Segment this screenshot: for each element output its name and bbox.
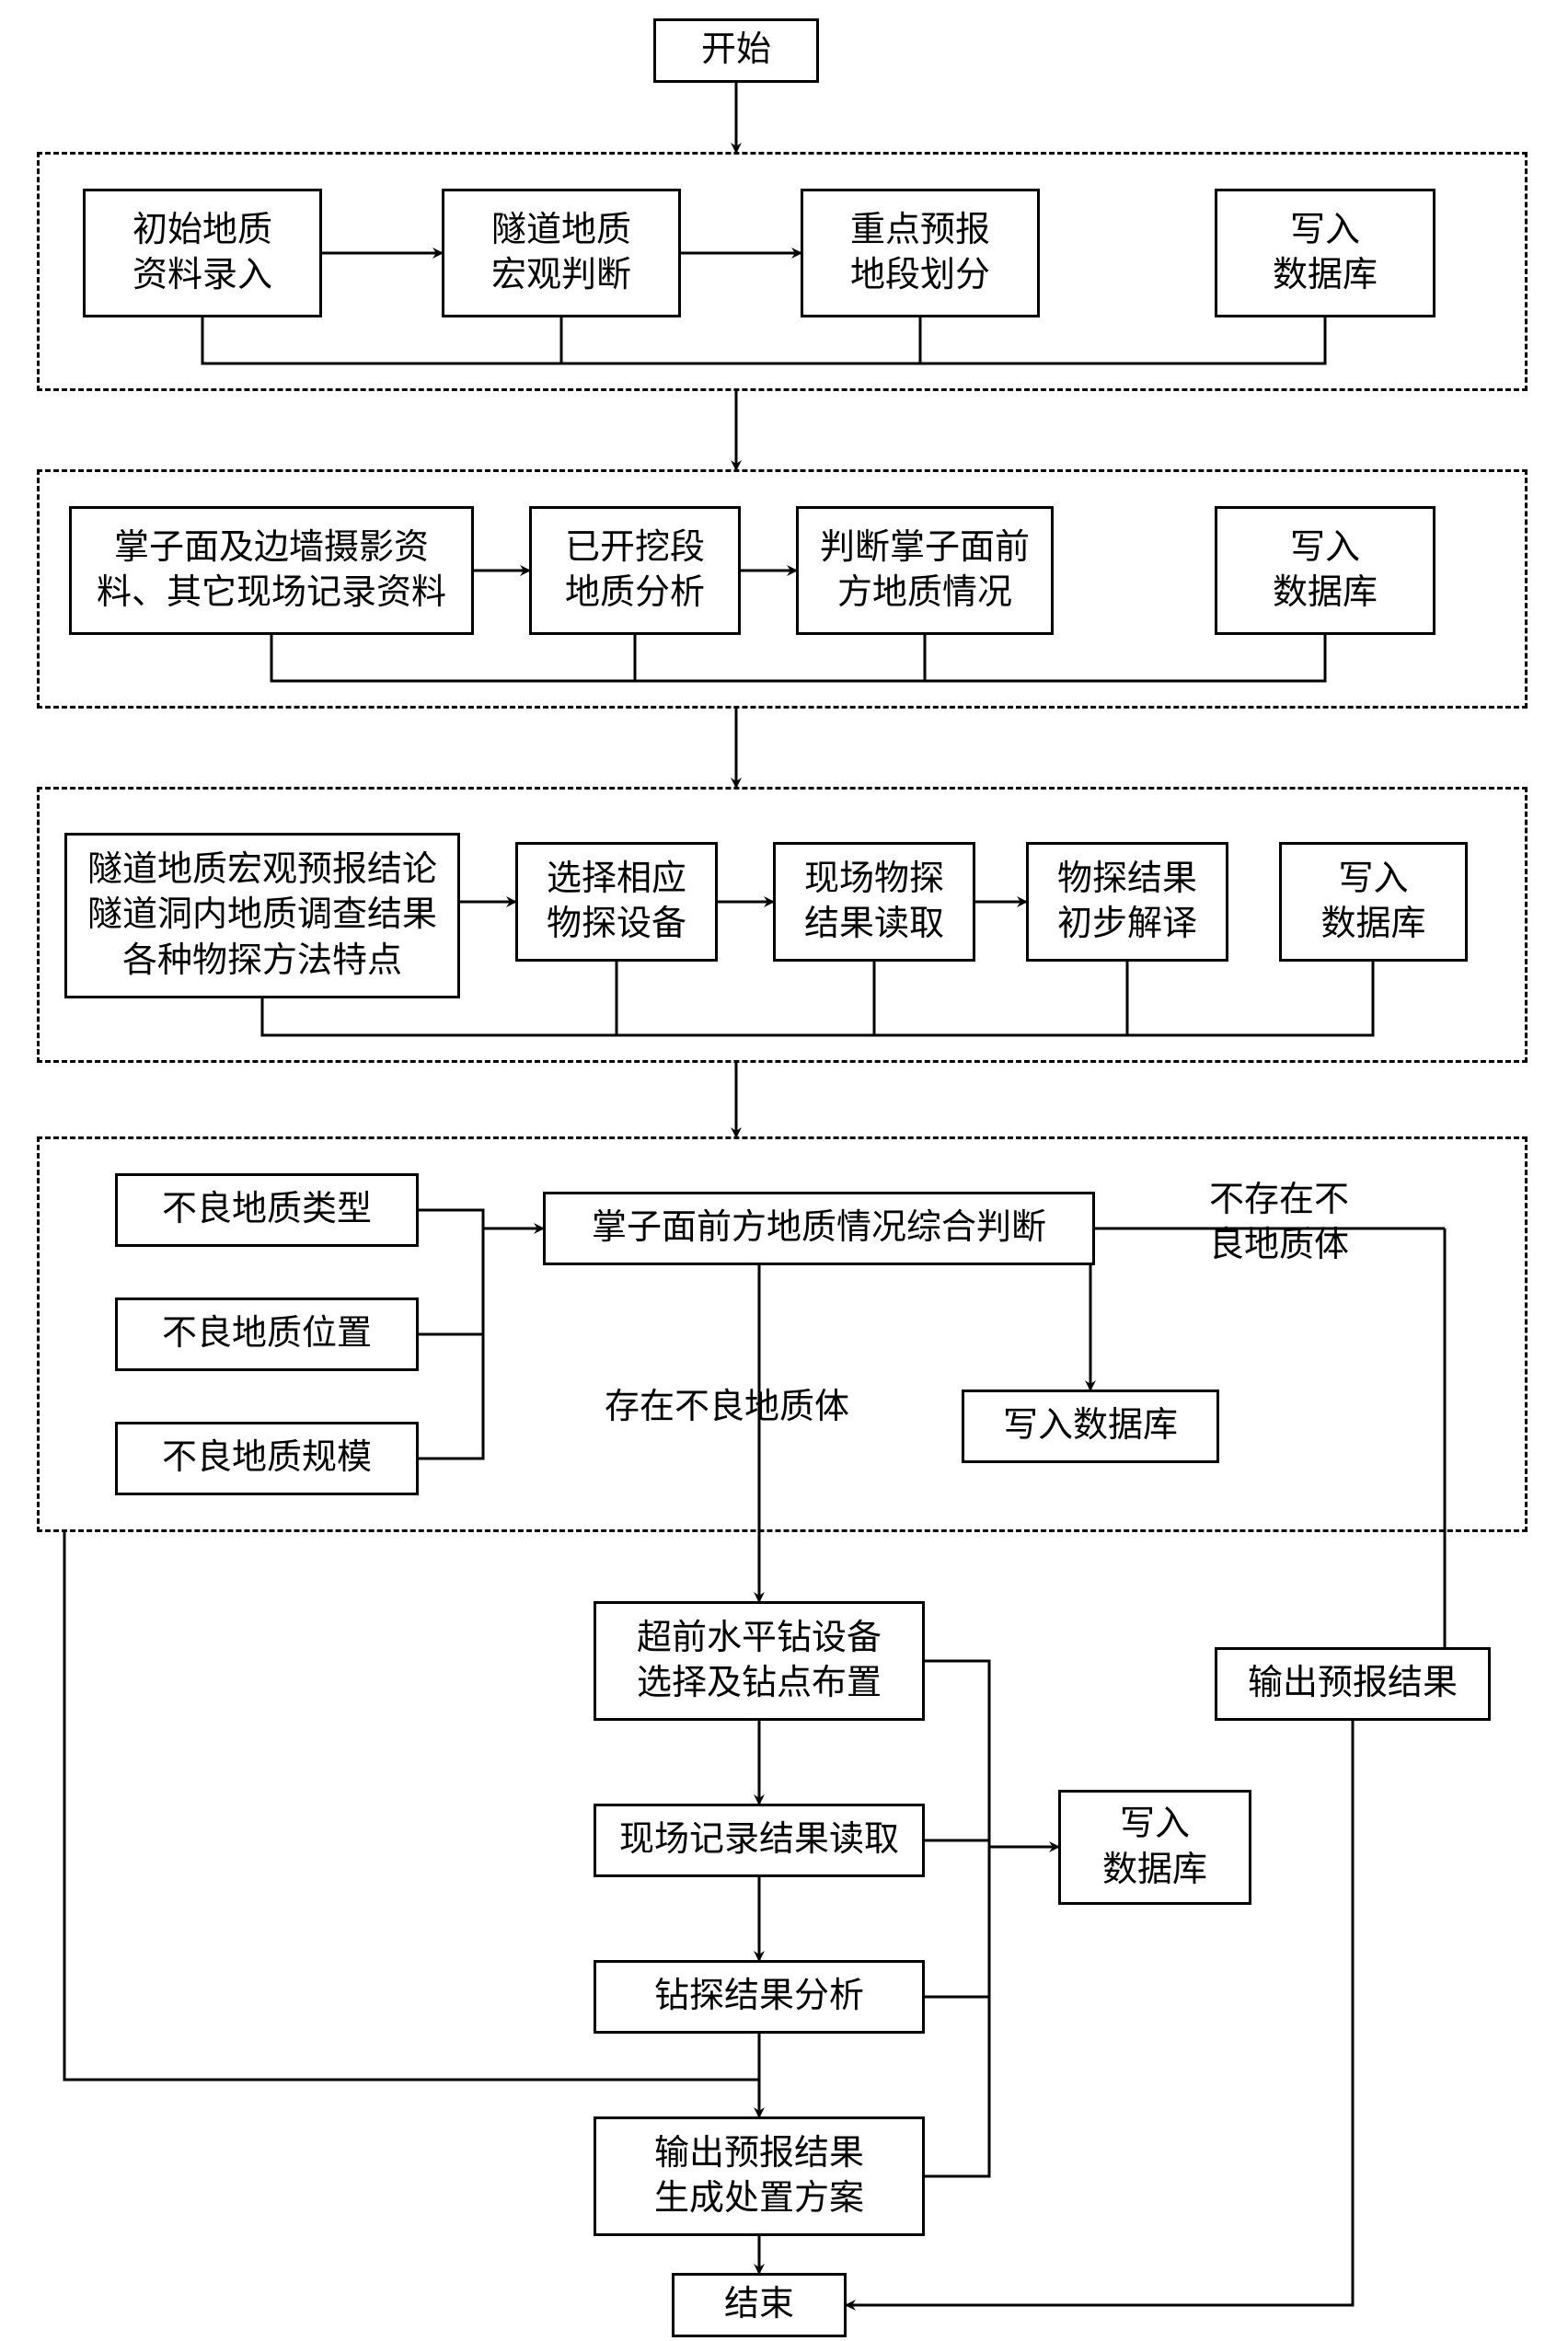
node-lbl_noexist: 不存在不 良地质体	[1169, 1178, 1389, 1270]
node-b5b: 现场记录结果读取	[594, 1804, 925, 1877]
node-g2b3: 判断掌子面前 方地质情况	[796, 506, 1054, 635]
node-b5d: 输出预报结果 生成处置方案	[594, 2116, 925, 2236]
node-g3b5: 写入 数据库	[1279, 842, 1468, 962]
node-end: 结束	[672, 2273, 847, 2337]
node-g4b1c: 不良地质规模	[115, 1422, 419, 1495]
node-g1b4: 写入 数据库	[1215, 189, 1435, 317]
node-b5out2: 输出预报结果	[1215, 1647, 1491, 1721]
node-g3b4: 物探结果 初步解译	[1026, 842, 1228, 962]
node-g4b1a: 不良地质类型	[115, 1173, 419, 1247]
flowchart-canvas: 开始初始地质 资料录入隧道地质 宏观判断重点预报 地段划分写入 数据库掌子面及边…	[0, 0, 1568, 2341]
connector-31	[925, 1661, 989, 2176]
node-g4main: 掌子面前方地质情况综合判断	[543, 1192, 1095, 1265]
node-g1b2: 隧道地质 宏观判断	[442, 189, 681, 317]
node-g3b1: 隧道地质宏观预报结论 隧道洞内地质调查结果 各种物探方法特点	[64, 833, 460, 998]
node-g4b1b: 不良地质位置	[115, 1297, 419, 1371]
node-b5db: 写入 数据库	[1058, 1790, 1251, 1905]
node-start: 开始	[653, 18, 819, 83]
node-g3b3: 现场物探 结果读取	[773, 842, 975, 962]
node-b5a: 超前水平钻设备 选择及钻点布置	[594, 1601, 925, 1721]
node-b5c: 钻探结果分析	[594, 1960, 925, 2034]
node-g2b4: 写入 数据库	[1215, 506, 1435, 635]
node-g1b3: 重点预报 地段划分	[801, 189, 1040, 317]
node-g2b1: 掌子面及边墙摄影资 料、其它现场记录资料	[69, 506, 474, 635]
node-g1b1: 初始地质 资料录入	[83, 189, 322, 317]
node-lbl_exist: 存在不良地质体	[580, 1385, 874, 1431]
node-g2b2: 已开挖段 地质分析	[529, 506, 741, 635]
node-g3b2: 选择相应 物探设备	[515, 842, 718, 962]
node-g4db: 写入数据库	[962, 1390, 1219, 1463]
